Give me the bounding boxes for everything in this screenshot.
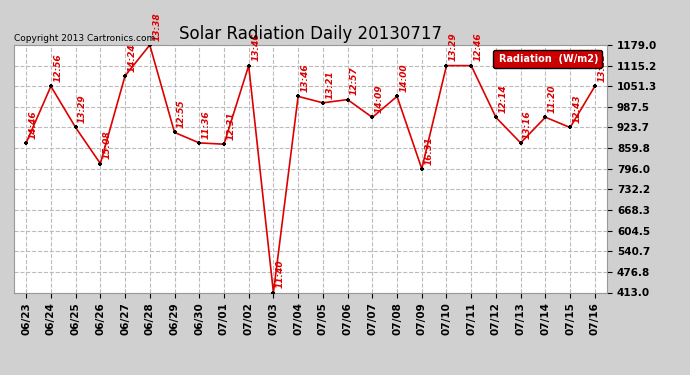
Point — [416, 166, 427, 172]
Text: 15:08: 15:08 — [103, 131, 112, 159]
Text: 11:20: 11:20 — [548, 84, 557, 113]
Point — [95, 160, 106, 166]
Text: 13:29: 13:29 — [449, 33, 458, 62]
Point — [466, 63, 477, 69]
Point — [540, 114, 551, 120]
Point — [391, 93, 402, 99]
Text: 11:40: 11:40 — [276, 260, 285, 288]
Text: 14:09: 14:09 — [375, 85, 384, 113]
Point — [564, 124, 575, 130]
Text: 12:56: 12:56 — [53, 54, 62, 82]
Point — [194, 140, 205, 146]
Point — [243, 63, 254, 69]
Text: 13:11: 13:11 — [598, 54, 607, 82]
Legend: Radiation  (W/m2): Radiation (W/m2) — [493, 50, 602, 68]
Point — [219, 141, 230, 147]
Text: 14:46: 14:46 — [28, 110, 38, 139]
Point — [21, 140, 32, 146]
Text: 12:31: 12:31 — [226, 111, 235, 140]
Point — [515, 140, 526, 146]
Point — [441, 63, 452, 69]
Text: 12:14: 12:14 — [498, 85, 507, 113]
Text: 13:46: 13:46 — [301, 64, 310, 92]
Text: 12:46: 12:46 — [473, 33, 483, 62]
Text: 12:57: 12:57 — [350, 67, 359, 96]
Point — [169, 129, 180, 135]
Text: 12:43: 12:43 — [573, 95, 582, 123]
Text: 13:21: 13:21 — [325, 70, 335, 99]
Point — [70, 124, 81, 130]
Text: 13:29: 13:29 — [78, 95, 87, 123]
Point — [367, 114, 378, 120]
Point — [46, 83, 57, 89]
Text: 13:46: 13:46 — [251, 33, 260, 62]
Title: Solar Radiation Daily 20130717: Solar Radiation Daily 20130717 — [179, 26, 442, 44]
Text: Copyright 2013 Cartronics.com: Copyright 2013 Cartronics.com — [14, 33, 155, 42]
Text: 16:31: 16:31 — [424, 136, 433, 165]
Text: 13:38: 13:38 — [152, 12, 161, 41]
Point — [268, 290, 279, 296]
Text: 14:00: 14:00 — [400, 64, 408, 92]
Point — [317, 100, 328, 106]
Point — [589, 83, 600, 89]
Text: 12:55: 12:55 — [177, 100, 186, 128]
Point — [293, 93, 304, 99]
Point — [491, 114, 502, 120]
Text: 13:16: 13:16 — [523, 110, 532, 139]
Point — [119, 73, 130, 79]
Text: 11:36: 11:36 — [201, 110, 210, 139]
Point — [342, 97, 353, 103]
Point — [144, 42, 155, 48]
Text: 14:24: 14:24 — [128, 43, 137, 72]
